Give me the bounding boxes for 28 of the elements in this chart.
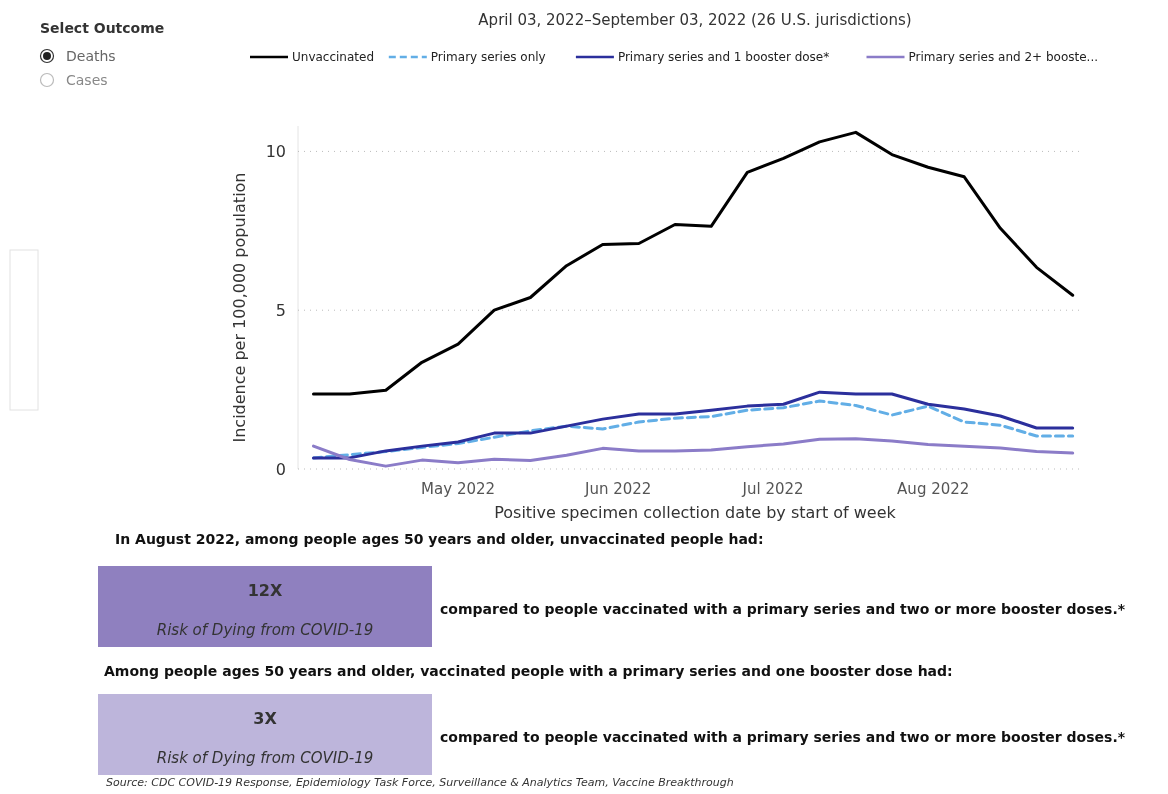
text: Deaths [66,48,116,64]
line-series [311,130,1075,396]
legend-label: Primary series only [430,50,546,64]
x-tick-label: Jun 2022 [584,480,652,498]
text: compared to people vaccinated with a primary series and two or more booster doses.* [440,729,1126,745]
y-axis-title: Incidence per 100,000 population [230,172,249,443]
text: Risk of Dying from COVID-19 [156,749,374,767]
legend-label: Primary series and 2+ booste... [908,50,1099,64]
source-note: Source: CDC COVID-19 Response, Epidemiology Task Force, Surveillance & Analytics Team, Vaccine Breakthrough [106,776,734,789]
x-axis-title: Positive specimen collection date by start of week [494,503,897,522]
text: Select Outcome [40,20,165,36]
text: Cases [66,72,108,88]
text: 12X [247,581,283,600]
text: Risk of Dying from COVID-19 [156,621,374,639]
text: compared to people vaccinated with a primary series and two or more booster doses.* [440,601,1126,617]
legend-label: Unvaccinated [292,50,375,64]
text: 3X [253,709,278,728]
y-tick-label: 0 [275,460,286,479]
y-tick-label: 5 [275,301,286,321]
text: In August 2022, among people ages 50 years and older, unvaccinated people had: [115,531,764,547]
x-tick-label: Aug 2022 [897,480,970,498]
text: Among people ages 50 years and older, vaccinated people with a primary series and one booster dose had: [104,663,953,679]
chart-title: April 03, 2022–September 03, 2022 (26 U.S. jurisdictions) [478,11,912,29]
line-series [311,437,1075,468]
y-tick-label: 10 [265,142,286,162]
legend-label: Primary series and 1 booster dose* [617,50,830,64]
x-tick-label: Jul 2022 [741,480,804,498]
x-tick-label: May 2022 [421,480,496,498]
